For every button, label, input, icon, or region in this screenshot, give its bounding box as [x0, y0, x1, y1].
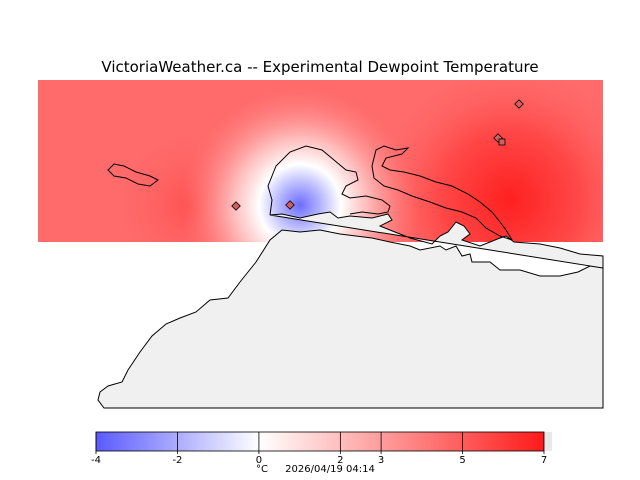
island-west — [107, 163, 159, 187]
station-marker[interactable] — [285, 200, 295, 210]
timestamp: 2026/04/19 04:14 — [285, 464, 375, 475]
colorbar-tick-label: -4 — [91, 455, 101, 466]
colorbar-tick-label: 2 — [337, 455, 343, 466]
station-markers — [231, 99, 524, 211]
station-marker[interactable] — [514, 99, 524, 109]
colorbar-tick-label: 0 — [256, 455, 262, 466]
colorbar-tick-label: -2 — [172, 455, 182, 466]
colorbar-ticks: -4 -2 0 2 3 5 7 — [91, 432, 547, 466]
station-marker[interactable] — [498, 138, 506, 146]
land-area — [97, 211, 604, 409]
colorbar-tick-label: 3 — [378, 455, 384, 466]
colorbar-tick-label: 7 — [541, 455, 547, 466]
colorbar: -4 -2 0 2 3 5 7 — [91, 431, 552, 466]
colorbar-right-cap — [544, 432, 552, 451]
colorbar-gradient — [95, 431, 545, 452]
map-title: VictoriaWeather.ca -- Experimental Dewpo… — [101, 58, 538, 76]
coastline-peninsula — [371, 145, 514, 241]
colorbar-tick-label: 5 — [459, 455, 465, 466]
unit-label: °C — [256, 464, 268, 475]
coastline-inlets — [267, 145, 391, 216]
station-marker[interactable] — [231, 201, 241, 211]
dewpoint-field — [38, 80, 603, 242]
